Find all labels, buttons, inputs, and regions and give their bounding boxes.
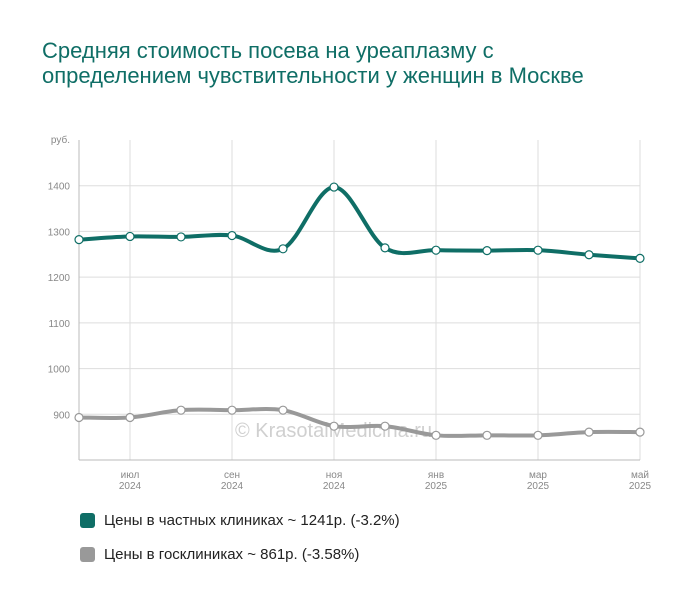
data-point-0 (125, 231, 135, 242)
x-tick-month: сен (224, 470, 240, 481)
data-point-1 (74, 412, 84, 423)
x-tick-year: 2025 (425, 481, 448, 492)
legend-swatch-private (80, 513, 95, 528)
data-point-0 (227, 230, 237, 241)
chart-title: Средняя стоимость посева на уреаплазму с… (42, 38, 584, 88)
data-point-1 (176, 405, 186, 415)
data-point-1 (125, 412, 135, 423)
x-tick-year: 2025 (527, 481, 550, 492)
data-point-1 (482, 430, 492, 440)
data-point-1 (329, 421, 339, 431)
data-point-0 (380, 243, 390, 253)
data-point-1 (227, 405, 237, 415)
x-tick-year: 2024 (323, 481, 346, 492)
grid: 90010001100120013001400июл2024сен2024ноя… (48, 140, 652, 492)
x-tick-year: 2025 (629, 481, 652, 492)
data-point-1 (584, 427, 594, 437)
data-point-1 (635, 427, 645, 437)
data-point-0 (431, 245, 441, 255)
x-tick-month: янв (428, 470, 444, 481)
data-point-0 (74, 235, 84, 245)
y-unit-label: руб. (51, 134, 70, 146)
y-tick-label: 900 (53, 410, 70, 421)
data-point-0 (533, 245, 543, 255)
y-tick-label: 1100 (48, 319, 70, 330)
series-line-0 (77, 185, 642, 261)
data-point-1 (278, 405, 288, 415)
x-tick-month: июл (121, 470, 140, 481)
x-tick-year: 2024 (119, 481, 142, 492)
data-point-0 (176, 232, 186, 242)
chart-area: 90010001100120013001400июл2024сен2024ноя… (48, 134, 652, 492)
series-layer (74, 182, 645, 440)
y-tick-label: 1300 (48, 227, 71, 238)
x-tick-month: ноя (326, 470, 343, 481)
data-point-0 (635, 253, 645, 263)
data-point-1 (380, 421, 390, 431)
x-tick-year: 2024 (221, 481, 244, 492)
legend-label-private: Цены в частных клиниках ~ 1241р. (-3.2%) (104, 512, 400, 529)
x-tick-month: май (631, 470, 649, 481)
legend-swatch-public (80, 547, 95, 562)
x-tick-month: мар (529, 470, 547, 481)
data-point-1 (533, 430, 543, 440)
y-tick-label: 1400 (48, 182, 71, 193)
data-point-1 (431, 430, 441, 440)
legend-label-public: Цены в госклиниках ~ 861р. (-3.58%) (104, 546, 360, 563)
y-tick-label: 1000 (48, 365, 71, 376)
data-point-0 (278, 244, 288, 254)
data-point-0 (482, 246, 492, 256)
y-tick-label: 1200 (48, 273, 71, 284)
data-point-0 (329, 182, 339, 192)
data-point-0 (584, 250, 594, 260)
